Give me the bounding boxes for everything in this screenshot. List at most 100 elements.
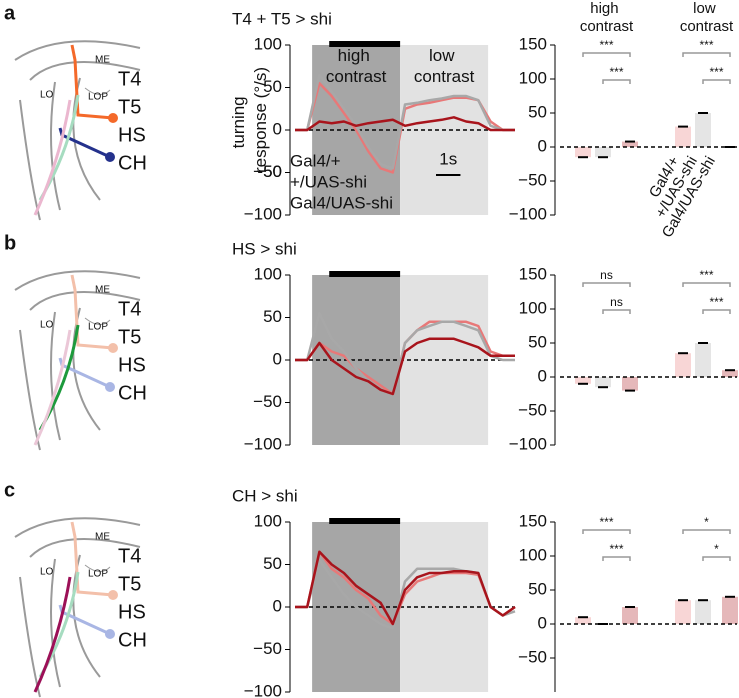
y-tick-label: -50 (257, 162, 282, 181)
cell-label: HS (118, 601, 146, 623)
response-trace (295, 312, 515, 396)
brain-outline (84, 564, 111, 572)
y-tick-label: 100 (254, 264, 282, 283)
neuron (70, 274, 114, 350)
cell-label: T5 (118, 573, 141, 595)
bar (675, 600, 691, 624)
y-tick-label: −50 (253, 392, 282, 411)
legend-entry: Gal4/+ (290, 151, 341, 170)
group-label: low contrast (680, 0, 734, 35)
y-tick-label: 100 (519, 545, 547, 564)
bar (675, 353, 691, 377)
y-tick-label: 100 (254, 34, 282, 53)
significance-bracket (602, 309, 631, 314)
y-tick-label: 150 (519, 34, 547, 53)
significance-label: *** (599, 38, 613, 52)
brain-outline (19, 99, 41, 221)
significance-bracket (682, 282, 731, 287)
brain-outline (29, 538, 141, 558)
significance-bracket (582, 282, 631, 287)
y-axis-label: turning response (°/s) (229, 67, 270, 173)
bar (622, 141, 638, 147)
brain-outline (84, 317, 111, 325)
bar (622, 377, 638, 391)
y-tick-label: 50 (528, 332, 547, 351)
cell-label: T5 (118, 326, 141, 348)
region-label: LOP (88, 92, 108, 103)
region-label: LO (40, 90, 54, 101)
response-trace (295, 550, 516, 626)
neuron-soma (105, 382, 115, 392)
panel-letter: a (4, 2, 16, 24)
bar (722, 596, 738, 624)
region-label: ME (95, 285, 110, 296)
brain-outline (19, 329, 41, 451)
region-label: LOP (88, 322, 108, 333)
chart-title: HS > shi (232, 239, 297, 258)
y-tick-label: 150 (519, 264, 547, 283)
brain-outline (50, 81, 61, 211)
significance-label: *** (709, 295, 723, 309)
significance-bracket (702, 79, 731, 84)
bar (695, 343, 711, 377)
bar (675, 126, 691, 147)
stimulus-label: low contrast (414, 46, 475, 86)
brain-outline (14, 40, 141, 61)
brain-outline (50, 558, 61, 688)
neuron-soma (105, 152, 115, 162)
chart-title: CH > shi (232, 486, 298, 505)
response-trace (295, 73, 515, 170)
region-label: LO (40, 320, 54, 331)
y-tick-label: −50 (253, 639, 282, 658)
significance-bracket (582, 52, 631, 57)
cell-label: HS (118, 124, 146, 146)
cell-label: T5 (118, 96, 141, 118)
bar (695, 113, 711, 147)
bar (575, 147, 591, 158)
brain-outline (84, 87, 111, 95)
y-tick-label: 50 (528, 579, 547, 598)
neuron (33, 576, 72, 693)
y-tick-label: 0 (273, 596, 282, 615)
bar (595, 377, 611, 388)
y-tick-label: 0 (273, 349, 282, 368)
region-label: LOP (88, 569, 108, 580)
y-tick-label: −100 (244, 681, 282, 698)
response-trace (295, 337, 515, 396)
significance-label: *** (609, 65, 623, 79)
bar (695, 600, 711, 624)
region-label: ME (95, 55, 110, 66)
neuron (70, 521, 114, 597)
bar (722, 370, 738, 377)
region-label: ME (95, 532, 110, 543)
significance-bracket (702, 556, 731, 561)
y-tick-label: −50 (253, 162, 282, 181)
cell-label: T4 (118, 68, 141, 90)
legend-entry: Gal4/UAS-shi (290, 193, 393, 212)
brain-outline (29, 291, 141, 311)
significance-bracket (602, 79, 631, 84)
stimulus-label: high contrast (326, 46, 387, 86)
brain-outline (50, 311, 61, 441)
response-trace (295, 116, 515, 132)
stimulus-bar (329, 41, 401, 47)
cell-label: CH (118, 629, 147, 651)
y-tick-label: 150 (519, 511, 547, 530)
cell-label: T4 (118, 545, 141, 567)
brain-outline (29, 61, 141, 81)
y-tick-label: 50 (263, 77, 282, 96)
bar (575, 617, 591, 624)
significance-bracket (582, 529, 631, 534)
y-tick-label: −50 (518, 170, 547, 189)
y-tick-label: −100 (244, 204, 282, 223)
bar (575, 377, 591, 384)
significance-label: *** (699, 268, 713, 282)
stimulus-bar (329, 271, 401, 277)
y-tick-label: −100 (509, 204, 547, 223)
neuron (70, 44, 114, 120)
y-tick-label: 0 (538, 613, 547, 632)
neuron-soma (108, 113, 118, 123)
chart-title: T4 + T5 > shi (232, 9, 332, 28)
significance-label: *** (699, 38, 713, 52)
